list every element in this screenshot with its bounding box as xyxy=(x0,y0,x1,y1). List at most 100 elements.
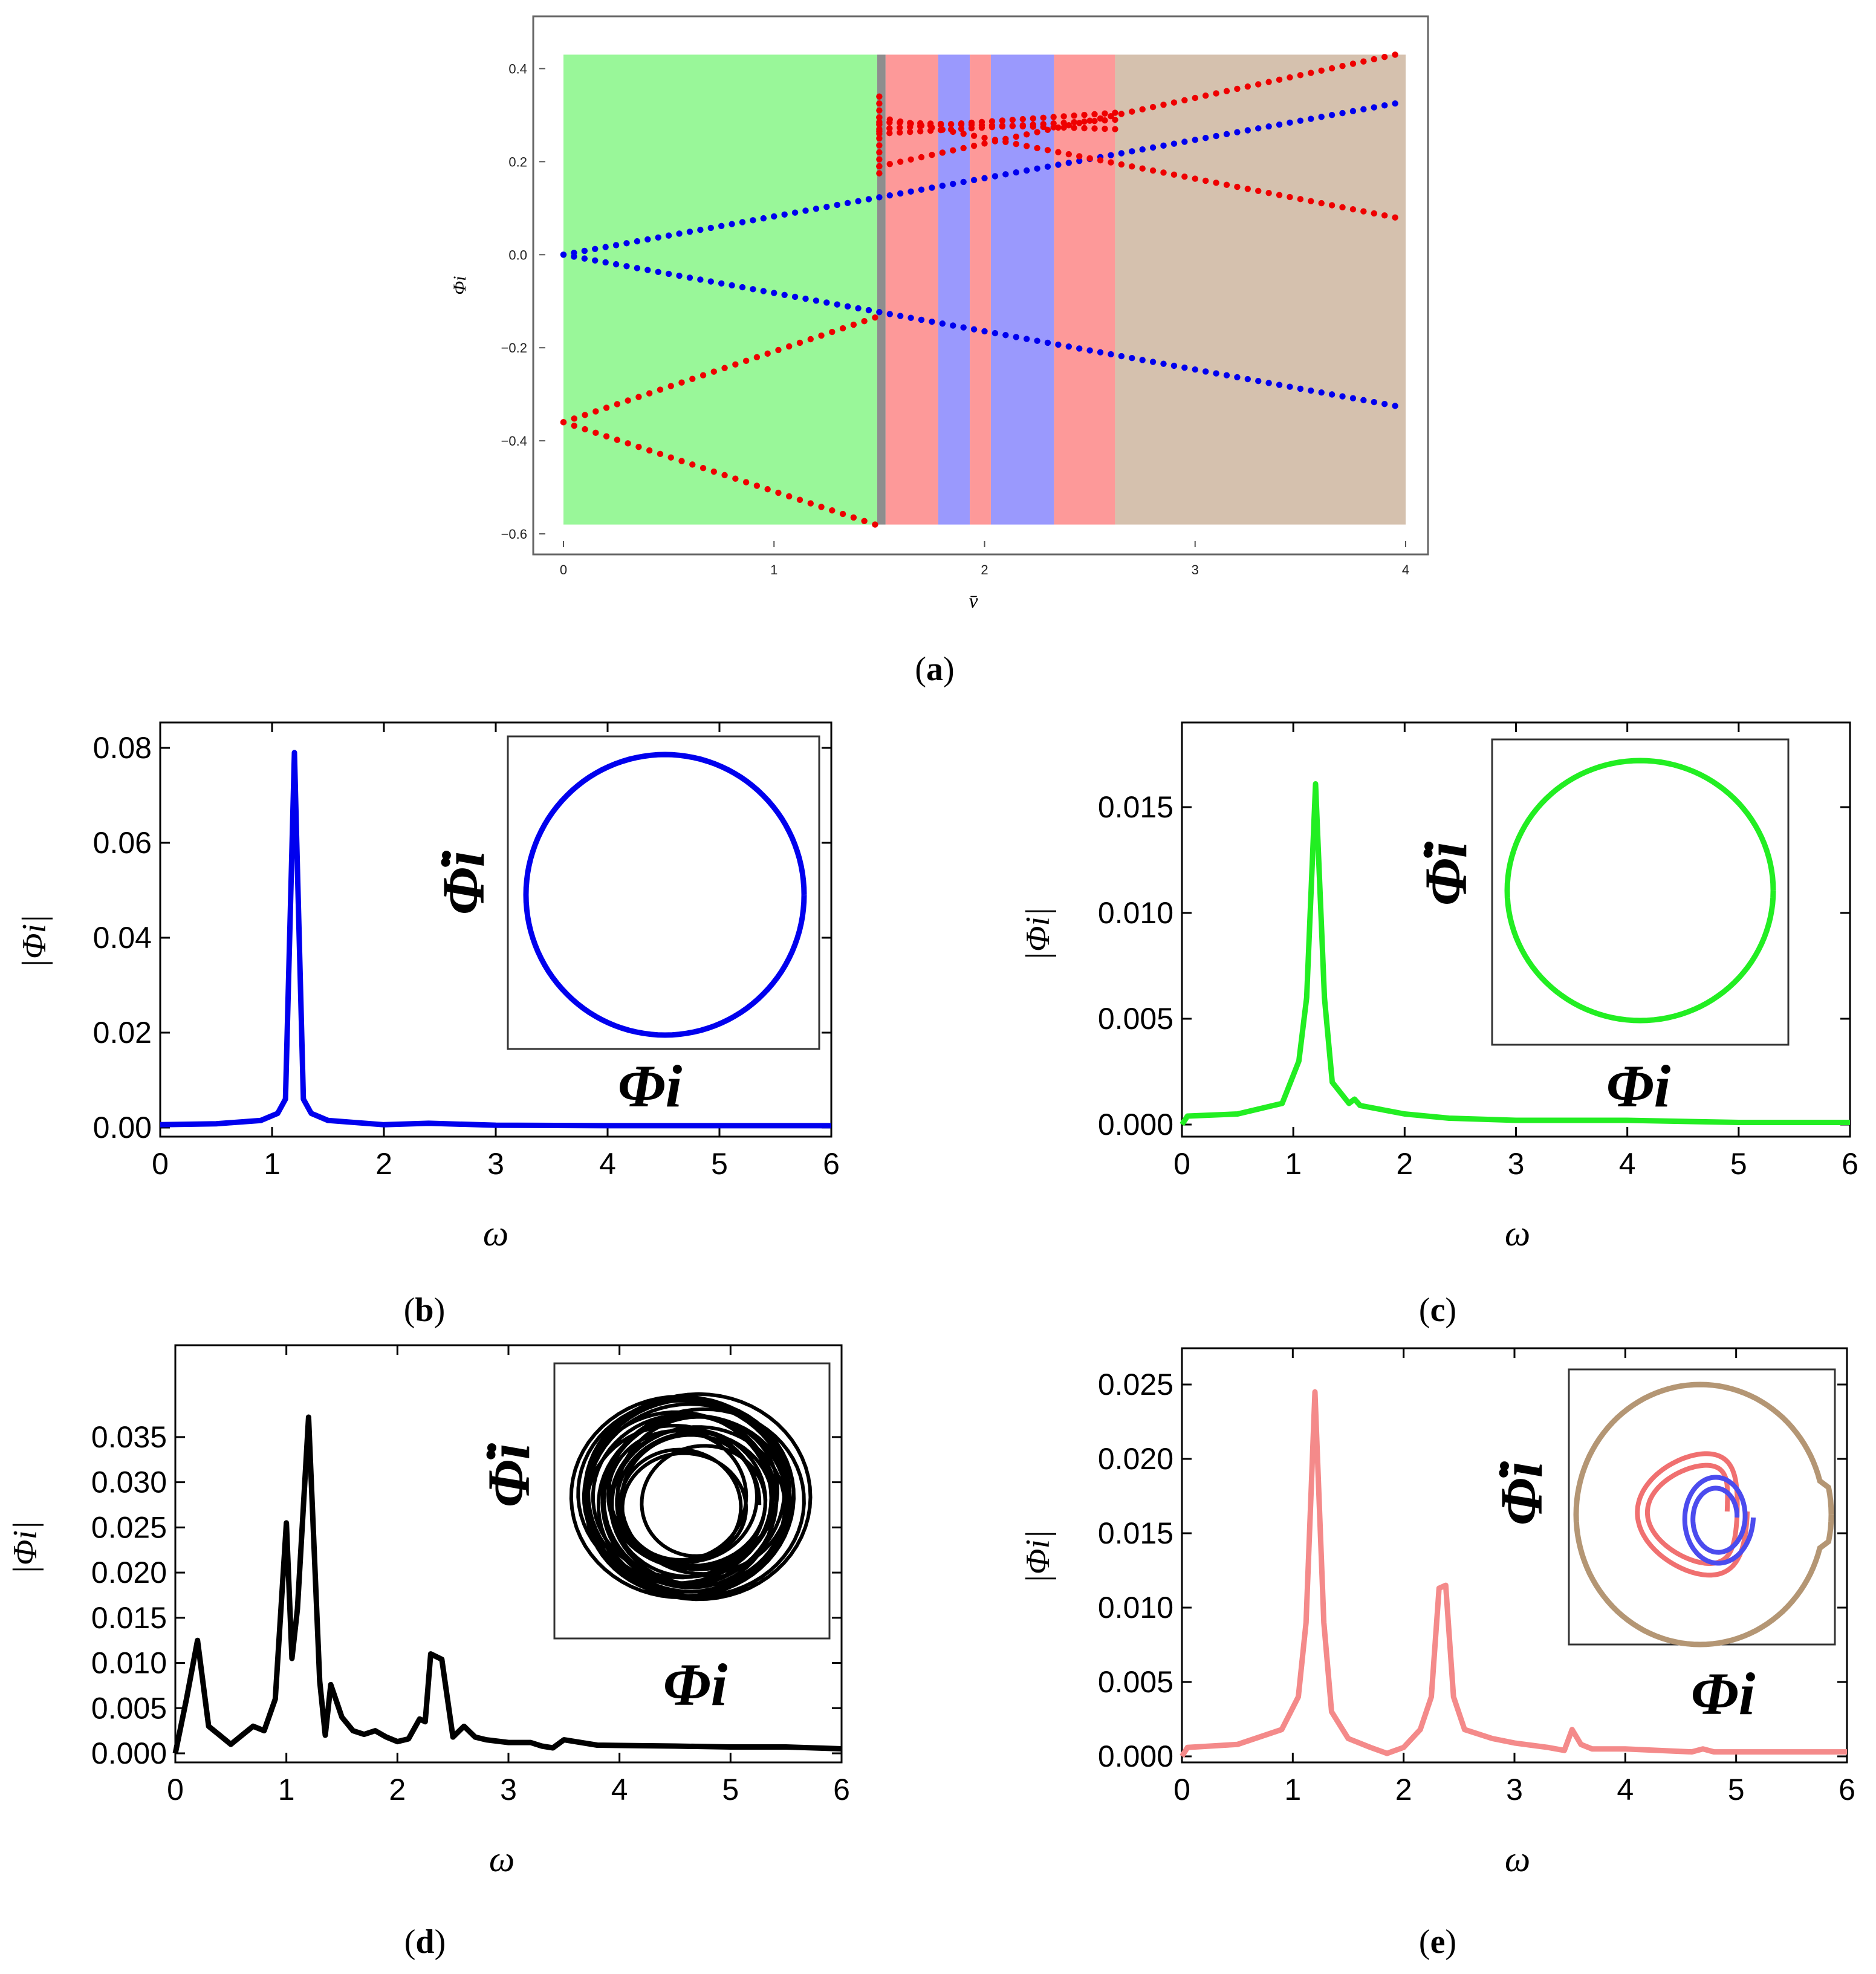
point-s5-37 xyxy=(1265,190,1271,196)
point-s5-19 xyxy=(1076,153,1082,159)
point-s4-37 xyxy=(1265,79,1271,85)
point-s5-26 xyxy=(1150,167,1156,174)
panel-e-caption: (e) xyxy=(1419,1923,1456,1961)
point-s1-67 xyxy=(1265,380,1271,386)
point-s3-24 xyxy=(818,504,824,510)
point-s1-62 xyxy=(1213,370,1219,376)
point-s1-16 xyxy=(729,282,735,288)
point-s5-38 xyxy=(1276,192,1282,198)
point-s0-18 xyxy=(750,217,756,223)
e-xtick-label-4: 4 xyxy=(1617,1773,1634,1807)
point-s1-17 xyxy=(739,284,745,290)
point-s5-42 xyxy=(1319,200,1325,206)
panel-b-caption-letter: b xyxy=(415,1291,433,1329)
point-s8-11 xyxy=(989,122,995,128)
point-s3-12 xyxy=(689,461,695,467)
point-s4-6 xyxy=(940,149,946,155)
point-s0-5 xyxy=(613,242,619,248)
point-s7-2 xyxy=(897,129,903,135)
point-s1-50 xyxy=(1086,347,1092,353)
point-s5-23 xyxy=(1118,161,1125,167)
point-s3-7 xyxy=(635,444,641,450)
point-s0-15 xyxy=(718,223,724,229)
point-s0-77 xyxy=(1371,104,1377,110)
point-s1-5 xyxy=(613,261,619,267)
point-s9-8 xyxy=(876,149,882,155)
point-s1-28 xyxy=(855,305,861,311)
point-s4-34 xyxy=(1234,86,1240,92)
point-s1-27 xyxy=(845,304,851,310)
point-s5-11 xyxy=(992,137,998,143)
point-s8-4 xyxy=(917,120,923,126)
point-s0-31 xyxy=(887,192,893,198)
point-s1-61 xyxy=(1203,368,1209,374)
point-s0-25 xyxy=(823,204,829,210)
point-s0-19 xyxy=(761,215,767,221)
point-s4-39 xyxy=(1287,74,1293,80)
point-s7-19 xyxy=(1071,119,1077,125)
point-s3-3 xyxy=(592,430,599,436)
point-s3-6 xyxy=(625,440,631,446)
d-ytick-label-3: 0.015 xyxy=(91,1601,167,1635)
panel-c-inset-frame xyxy=(1492,739,1788,1045)
point-s3-26 xyxy=(840,511,846,517)
d-xtick-label-4: 4 xyxy=(611,1773,628,1807)
point-s1-20 xyxy=(771,290,777,296)
point-s3-5 xyxy=(614,437,620,443)
point-s2-14 xyxy=(711,369,717,375)
panel-c-spectrum: 0 1 2 3 4 5 60.0000.0050.0100.015 Φi Φ̇i ω |Φi… xyxy=(1019,722,1858,1329)
point-s1-23 xyxy=(802,296,808,302)
point-s7-5 xyxy=(927,128,933,134)
point-s4-5 xyxy=(929,152,935,158)
point-s0-20 xyxy=(771,213,777,219)
point-s2-13 xyxy=(700,372,706,378)
point-s4-4 xyxy=(918,154,924,160)
point-s1-3 xyxy=(592,258,598,264)
point-s1-8 xyxy=(644,267,651,273)
b-xtick-label-1: 1 xyxy=(264,1147,281,1181)
panel-e-spectrum: 0 1 2 3 4 5 60.0000.0050.0100.0150.0200.025 Φi… xyxy=(1019,1348,1855,1961)
point-s8-7 xyxy=(948,121,954,127)
b-xtick-label-4: 4 xyxy=(599,1147,616,1181)
point-s2-2 xyxy=(582,412,588,418)
point-s0-57 xyxy=(1160,143,1166,149)
point-s2-15 xyxy=(721,365,727,371)
point-s0-36 xyxy=(940,183,946,189)
point-s0-37 xyxy=(950,181,956,187)
point-s1-65 xyxy=(1245,376,1251,382)
point-s3-8 xyxy=(646,447,652,453)
d-ytick-label-2: 0.010 xyxy=(91,1646,167,1680)
d-ytick-label-6: 0.030 xyxy=(91,1466,167,1499)
point-s3-20 xyxy=(775,490,781,496)
point-s5-34 xyxy=(1234,184,1240,190)
point-s0-72 xyxy=(1319,114,1325,120)
point-s7-1 xyxy=(886,130,892,136)
point-s0-2 xyxy=(582,248,588,254)
point-s8-21 xyxy=(1091,125,1097,131)
point-s4-49 xyxy=(1392,51,1398,57)
point-s0-39 xyxy=(971,177,977,183)
point-s0-70 xyxy=(1297,117,1303,123)
point-s2-24 xyxy=(818,333,824,339)
point-s4-14 xyxy=(1024,131,1030,137)
point-s4-8 xyxy=(960,145,966,151)
point-s6-14 xyxy=(1020,116,1026,122)
c-xtick-label-4: 4 xyxy=(1619,1147,1636,1181)
panel-a-bifurcation: 0 1 2 3 4 −0.6 −0.4 −0.2 0.0 0.2 0.4 v̄ Φi (a) xyxy=(450,16,1428,688)
point-s6-20 xyxy=(1081,112,1087,118)
point-s1-9 xyxy=(655,269,661,275)
point-s0-38 xyxy=(960,179,966,185)
point-s0-45 xyxy=(1034,166,1040,172)
point-s1-40 xyxy=(981,328,987,334)
point-s0-69 xyxy=(1287,120,1293,126)
point-s4-35 xyxy=(1245,83,1251,89)
point-s2-28 xyxy=(861,318,867,324)
point-s5-20 xyxy=(1086,155,1092,161)
c-xtick-label-0: 0 xyxy=(1173,1147,1190,1181)
c-xtick-label-3: 3 xyxy=(1508,1147,1525,1181)
point-s1-1 xyxy=(571,253,577,259)
point-s0-44 xyxy=(1024,167,1030,174)
point-s5-16 xyxy=(1045,147,1051,153)
point-s5-12 xyxy=(1002,139,1008,145)
point-s8-18 xyxy=(1060,125,1066,131)
